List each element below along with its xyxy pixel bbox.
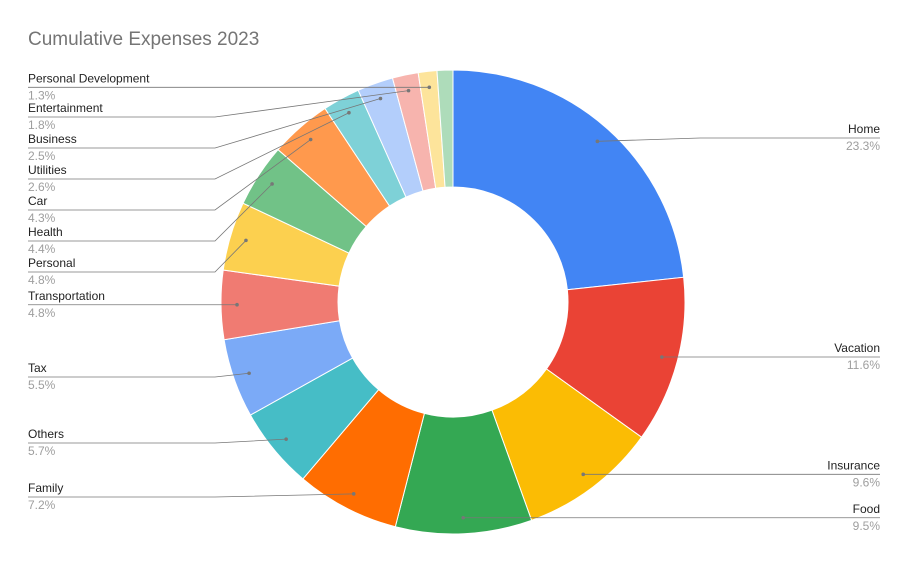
leader-dot (406, 88, 411, 93)
leader-line (28, 438, 287, 444)
value-label: 4.8% (28, 306, 56, 320)
value-label: 1.8% (28, 118, 56, 132)
leader-line (28, 240, 247, 273)
slice-label: Personal (28, 256, 75, 270)
slice-label: Business (28, 132, 77, 146)
leader-dot (270, 182, 274, 186)
slice-label: Food (853, 502, 880, 516)
slice (452, 69, 685, 291)
leader-dot (427, 85, 432, 90)
slice-label: Tax (28, 361, 47, 375)
leader-dot (660, 355, 664, 359)
leader-line (597, 137, 880, 142)
slice-label: Home (848, 122, 880, 136)
value-label: 4.3% (28, 211, 56, 225)
leader-dot (235, 302, 239, 307)
slice-label: Entertainment (28, 101, 103, 115)
leader-line (28, 98, 381, 149)
leader-dot (308, 137, 313, 142)
leader-dot (347, 110, 351, 115)
value-label: 5.7% (28, 444, 56, 458)
leader-dot (378, 96, 383, 101)
leader-dot (581, 472, 586, 477)
slice-label: Personal Development (28, 71, 150, 85)
leader-dot (244, 238, 248, 243)
value-label: 2.6% (28, 180, 56, 194)
leader-line (28, 183, 273, 242)
leader-line (28, 90, 409, 118)
value-label: 11.6% (847, 358, 880, 372)
value-label: 4.8% (28, 273, 56, 287)
slice-label: Insurance (827, 458, 880, 472)
chart-title: Cumulative Expenses 2023 (28, 29, 259, 50)
value-label: 2.5% (28, 149, 56, 163)
value-label: 4.4% (28, 242, 56, 256)
value-label: 1.3% (28, 88, 56, 102)
slice-label: Utilities (28, 163, 67, 177)
slice-label: Transportation (28, 289, 105, 303)
leader-line (28, 372, 250, 378)
value-label: 9.6% (853, 475, 881, 489)
leader-dot (461, 515, 465, 520)
leader-line (28, 139, 311, 211)
slice (436, 69, 454, 188)
leader-dot (595, 139, 600, 144)
leader-dot (247, 371, 251, 376)
slice-label: Family (28, 481, 63, 495)
leader-dot (284, 437, 288, 441)
leader-line (28, 112, 350, 180)
leader-line (28, 493, 354, 498)
value-label: 7.2% (28, 498, 56, 512)
slice-label: Vacation (834, 341, 880, 355)
slice-label: Others (28, 427, 64, 441)
value-label: 23.3% (846, 139, 880, 153)
value-label: 9.5% (853, 519, 881, 533)
slice-label: Health (28, 225, 63, 239)
slice-label: Car (28, 194, 47, 208)
value-label: 5.5% (28, 378, 56, 392)
leader-dot (351, 492, 356, 496)
